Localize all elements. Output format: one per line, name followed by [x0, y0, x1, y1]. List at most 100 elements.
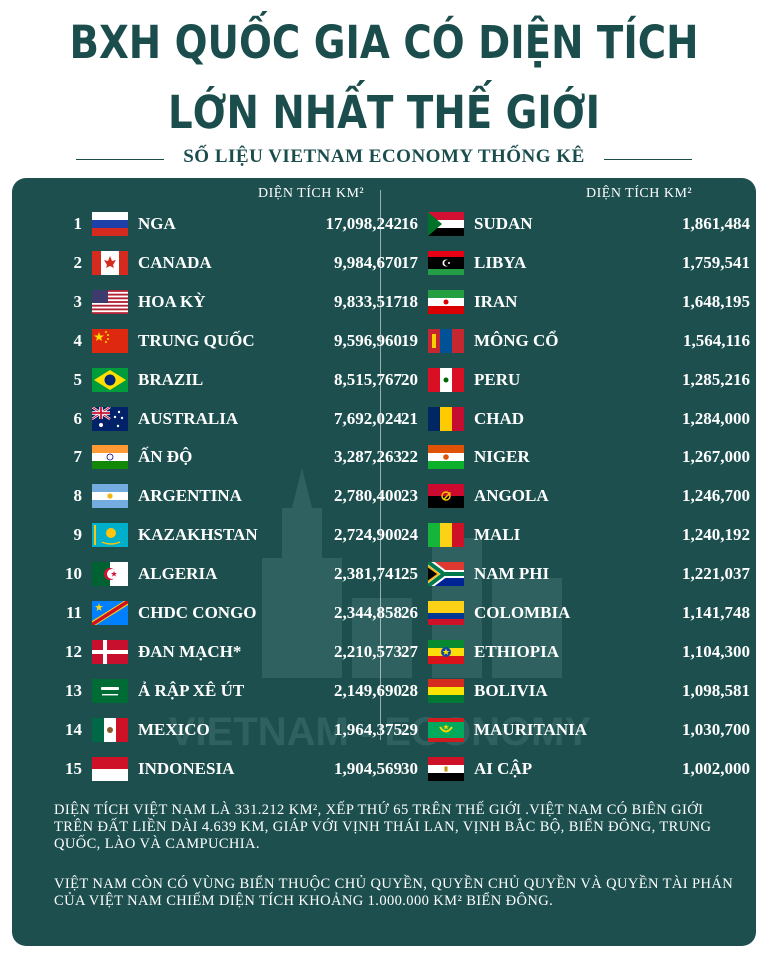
country-area: 1,240,192	[682, 525, 750, 545]
country-name: LIBYA	[474, 252, 527, 272]
country-area: 2,381,741	[334, 564, 402, 584]
country-area: 9,833,517	[334, 291, 402, 311]
rank-number: 5	[73, 369, 83, 389]
mongolia-flag-icon	[428, 328, 464, 353]
subtitle-rule-right	[604, 159, 692, 160]
angola-flag-icon	[428, 484, 464, 509]
rank-number: 3	[73, 291, 83, 311]
denmark-flag-icon	[92, 639, 128, 664]
saudi-flag-icon	[92, 678, 128, 703]
country-row-18: 18 IRAN 1,648,195	[388, 286, 750, 318]
country-name: TRUNG QUỐC	[138, 330, 255, 350]
country-name: MÔNG CỔ	[474, 330, 559, 350]
country-name: NAM PHI	[474, 564, 550, 584]
country-row-6: 6 AUSTRALIA 7,692,024	[52, 403, 412, 435]
canada-flag-icon	[92, 250, 128, 275]
indonesia-flag-icon	[92, 756, 128, 781]
rank-number: 7	[73, 447, 83, 467]
note-vietnam-area: DIỆN TÍCH VIỆT NAM LÀ 331.212 KM², XẾP T…	[54, 802, 712, 852]
country-area: 1,267,000	[682, 447, 750, 467]
country-area: 1,759,541	[682, 252, 750, 272]
country-name: ẤN ĐỘ	[138, 447, 193, 467]
country-area: 1,861,484	[682, 214, 750, 233]
southafrica-flag-icon	[428, 562, 464, 587]
rank-number: 21	[401, 408, 418, 428]
mauritania-flag-icon	[428, 717, 464, 742]
country-name: AUSTRALIA	[138, 408, 239, 428]
country-area: 8,515,767	[334, 369, 402, 389]
peru-flag-icon	[428, 367, 464, 392]
country-row-26: 26 COLOMBIA 1,141,748	[388, 597, 750, 629]
rank-number: 19	[401, 330, 418, 350]
country-name: AI CẬP	[474, 758, 533, 778]
country-row-4: 4 TRUNG QUỐC 9,596,960	[52, 325, 412, 357]
country-row-23: 23 ANGOLA 1,246,700	[388, 480, 750, 512]
country-name: CHAD	[474, 408, 525, 428]
country-name: NIGER	[474, 447, 530, 467]
country-row-29: 29 MAURITANIA 1,030,700	[388, 714, 750, 746]
country-name: ANGOLA	[474, 486, 549, 506]
rank-number: 17	[401, 252, 418, 272]
subtitle-rule-left	[76, 159, 164, 160]
country-area: 7,692,024	[334, 408, 402, 428]
country-area: 9,984,670	[334, 252, 402, 272]
chad-flag-icon	[428, 406, 464, 431]
rank-number: 23	[401, 486, 418, 506]
rank-number: 6	[73, 408, 83, 428]
country-row-10: 10 ALGERIA 2,381,741	[52, 558, 412, 590]
rank-number: 4	[73, 330, 83, 350]
rank-number: 27	[401, 641, 418, 661]
country-area: 1,246,700	[682, 486, 750, 506]
note-vietnam-sea: VIỆT NAM CÒN CÓ VÙNG BIỂN THUỘC CHỦ QUYỀ…	[54, 876, 734, 909]
country-area: 2,149,690	[334, 680, 402, 700]
country-name: MAURITANIA	[474, 719, 588, 739]
column-divider	[380, 190, 381, 740]
rank-number: 25	[401, 564, 418, 584]
rank-number: 1	[73, 214, 83, 233]
country-area: 1,141,748	[682, 603, 750, 622]
china-flag-icon	[92, 328, 128, 353]
country-area: 1,030,700	[682, 719, 750, 739]
country-name: ALGERIA	[138, 564, 218, 584]
brazil-flag-icon	[92, 367, 128, 392]
country-row-28: 28 BOLIVIA 1,098,581	[388, 675, 750, 707]
rank-number: 15	[65, 758, 82, 778]
algeria-flag-icon	[92, 562, 128, 587]
usa-flag-icon	[92, 289, 128, 314]
country-name: IRAN	[474, 291, 518, 311]
country-row-13: 13 Ả RẬP XÊ ÚT 2,149,690	[52, 675, 412, 707]
country-name: KAZAKHSTAN	[138, 525, 258, 545]
rank-number: 22	[401, 447, 418, 467]
india-flag-icon	[92, 445, 128, 470]
country-row-9: 9 KAZAKHSTAN 2,724,900	[52, 519, 412, 551]
country-row-15: 15 INDONESIA 1,904,569	[52, 753, 412, 785]
rank-number: 29	[401, 719, 418, 739]
country-row-24: 24 MALI 1,240,192	[388, 519, 750, 551]
country-row-2: 2 CANADA 9,984,670	[52, 247, 412, 279]
country-row-14: 14 MEXICO 1,964,375	[52, 714, 412, 746]
right-column-header: DIỆN TÍCH KM²	[586, 186, 693, 201]
country-row-7: 7 ẤN ĐỘ 3,287,263	[52, 441, 412, 473]
australia-flag-icon	[92, 406, 128, 431]
country-row-1: 1 NGA 17,098,242	[52, 208, 412, 240]
country-area: 2,344,858	[334, 603, 402, 622]
kazakhstan-flag-icon	[92, 523, 128, 548]
country-name: SUDAN	[474, 214, 533, 233]
rank-number: 26	[401, 603, 418, 622]
country-name: BRAZIL	[138, 369, 204, 389]
country-row-3: 3 HOA KỲ 9,833,517	[52, 286, 412, 318]
country-row-19: 19 MÔNG CỔ 1,564,116	[388, 325, 750, 357]
rank-number: 28	[401, 680, 418, 700]
country-row-27: 27 ETHIOPIA 1,104,300	[388, 636, 750, 668]
country-name: INDONESIA	[138, 758, 235, 778]
rank-number: 12	[65, 641, 82, 661]
ethiopia-flag-icon	[428, 639, 464, 664]
country-name: ARGENTINA	[138, 486, 242, 506]
rank-number: 11	[65, 603, 82, 622]
rank-number: 30	[401, 758, 418, 778]
country-area: 1,221,037	[682, 564, 750, 584]
country-name: ĐAN MẠCH*	[138, 641, 242, 661]
rank-number: 9	[73, 525, 83, 545]
mexico-flag-icon	[92, 717, 128, 742]
rank-number: 10	[65, 564, 82, 584]
